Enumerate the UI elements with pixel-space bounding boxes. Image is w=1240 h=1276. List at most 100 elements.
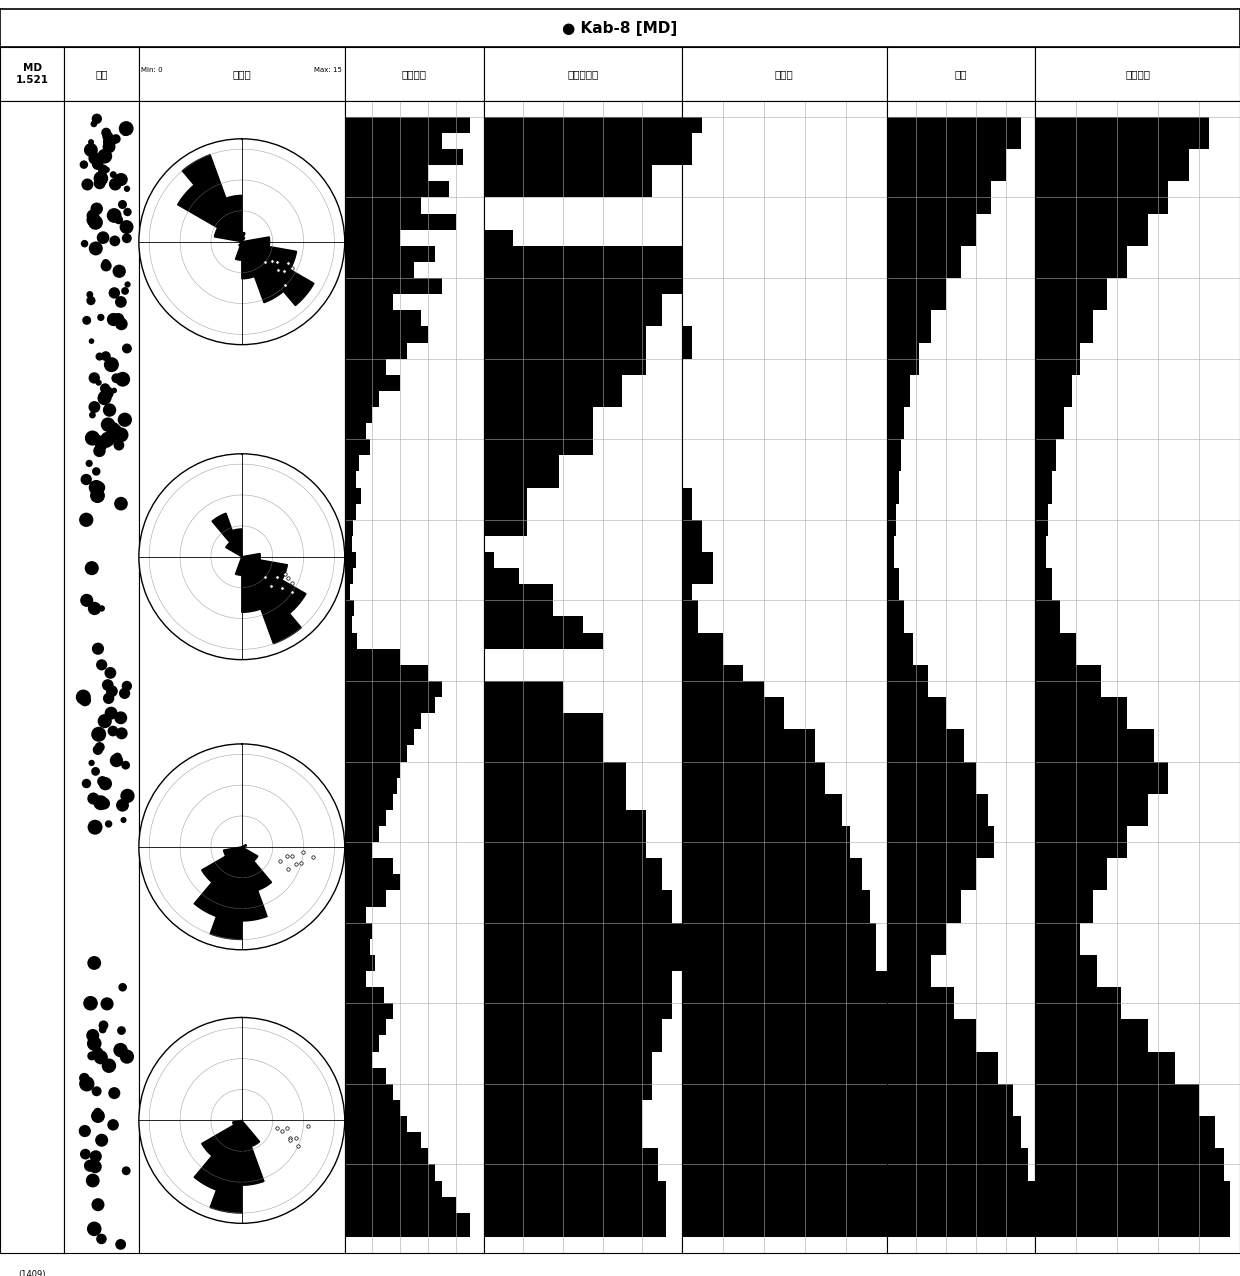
Bar — [345, 166, 428, 181]
Point — [288, 1137, 308, 1157]
Point — [99, 1055, 119, 1076]
Point — [91, 792, 110, 813]
Point — [103, 165, 123, 185]
Bar — [887, 859, 976, 891]
Bar — [345, 439, 370, 456]
Bar — [345, 117, 470, 133]
Point — [268, 253, 288, 273]
Bar — [1035, 536, 1045, 568]
Point — [281, 573, 301, 593]
Point — [83, 789, 103, 809]
Polygon shape — [236, 556, 242, 575]
Point — [112, 1021, 131, 1041]
Point — [109, 262, 129, 282]
Point — [97, 255, 117, 276]
Point — [74, 154, 94, 175]
Bar — [682, 923, 877, 971]
Bar — [887, 891, 961, 923]
Bar — [1035, 794, 1148, 826]
Polygon shape — [242, 556, 301, 644]
Bar — [345, 1083, 393, 1100]
Bar — [682, 487, 692, 519]
Bar — [682, 665, 744, 681]
Point — [112, 314, 131, 334]
Point — [272, 1120, 291, 1141]
Bar — [1035, 407, 1064, 439]
Point — [82, 753, 102, 773]
Polygon shape — [215, 228, 242, 241]
Bar — [887, 536, 894, 568]
Bar — [345, 859, 393, 874]
Bar — [484, 327, 646, 375]
Point — [279, 1129, 299, 1150]
Bar — [887, 181, 991, 213]
Bar — [345, 601, 355, 616]
Point — [93, 771, 113, 791]
Point — [97, 434, 117, 454]
Bar — [887, 923, 946, 954]
Point — [74, 1120, 94, 1141]
Bar — [887, 665, 929, 697]
Point — [77, 310, 97, 330]
Point — [110, 292, 130, 313]
Bar — [887, 954, 931, 988]
Bar — [345, 407, 372, 424]
Bar — [682, 633, 723, 665]
Bar — [345, 181, 449, 198]
Point — [117, 1046, 136, 1067]
Point — [88, 740, 108, 760]
Polygon shape — [242, 241, 296, 269]
Polygon shape — [232, 530, 242, 556]
Bar — [484, 117, 682, 166]
Point — [109, 209, 129, 230]
Bar — [1035, 1116, 1215, 1148]
Bar — [887, 1020, 976, 1051]
Point — [98, 675, 118, 695]
Polygon shape — [212, 513, 242, 556]
Bar — [1035, 149, 1189, 181]
Bar — [682, 1051, 887, 1100]
Bar — [345, 198, 422, 213]
Bar — [682, 1148, 887, 1180]
Point — [74, 234, 94, 254]
Point — [86, 817, 105, 837]
Bar — [887, 504, 895, 536]
Point — [278, 846, 298, 866]
Bar — [682, 1020, 887, 1051]
Polygon shape — [242, 847, 258, 861]
Point — [88, 1106, 108, 1127]
Point — [82, 1046, 102, 1067]
Point — [81, 1156, 100, 1176]
Bar — [1035, 762, 1168, 794]
Point — [99, 814, 119, 835]
Bar — [1035, 1148, 1224, 1180]
Bar — [1035, 859, 1107, 891]
Bar — [345, 874, 401, 891]
Point — [95, 346, 115, 366]
Bar — [345, 794, 393, 810]
Text: ● Kab-8 [MD]: ● Kab-8 [MD] — [563, 20, 677, 36]
Point — [77, 175, 97, 195]
Point — [270, 851, 290, 872]
Point — [89, 174, 109, 194]
Point — [279, 253, 299, 273]
Polygon shape — [182, 154, 242, 241]
Point — [83, 1026, 103, 1046]
Point — [87, 199, 107, 219]
Bar — [484, 295, 662, 327]
Bar — [484, 891, 672, 923]
Bar — [345, 971, 366, 988]
Bar — [887, 1083, 1013, 1116]
Point — [268, 260, 288, 281]
Point — [117, 119, 136, 139]
Bar — [887, 633, 914, 665]
Point — [118, 786, 138, 806]
Bar — [484, 681, 563, 713]
Bar — [345, 149, 463, 166]
Bar — [345, 1197, 456, 1212]
Point — [94, 388, 114, 408]
Point — [77, 1073, 97, 1094]
Point — [83, 205, 103, 226]
Point — [110, 708, 130, 729]
Bar — [887, 568, 899, 601]
